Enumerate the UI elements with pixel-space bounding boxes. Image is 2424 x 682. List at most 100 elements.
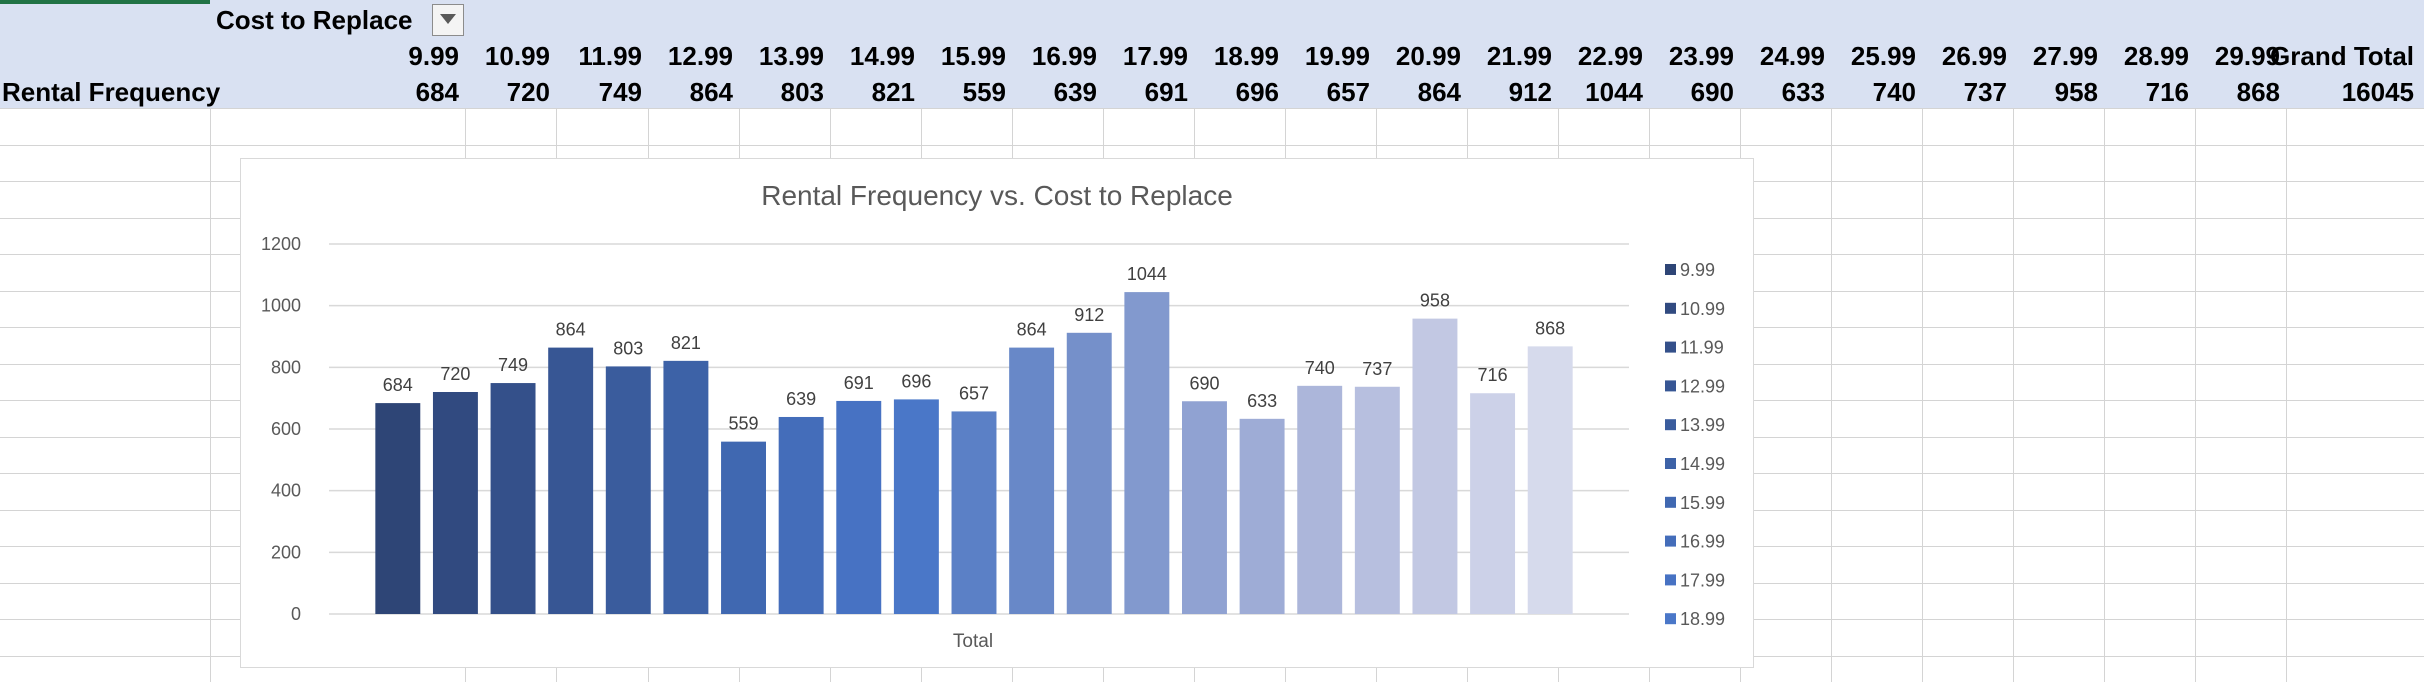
bar-17.99[interactable] — [836, 400, 882, 614]
bar-19.99[interactable] — [951, 411, 997, 614]
pivot-column-header[interactable]: 27.99 — [2032, 41, 2098, 71]
y-tick-label: 0 — [291, 604, 301, 624]
filter-dropdown-button[interactable] — [432, 4, 464, 36]
pivot-column-header[interactable]: 24.99 — [1759, 41, 1825, 71]
pivot-value-cell[interactable]: 633 — [1781, 77, 1825, 107]
y-tick-label: 600 — [271, 419, 301, 439]
pivot-value-cell[interactable]: 864 — [689, 77, 733, 107]
grid-col-line — [210, 108, 211, 682]
legend-entry[interactable]: 18.99 — [1680, 609, 1725, 629]
pivot-value-cell[interactable]: 684 — [415, 77, 459, 107]
grand-total-value[interactable]: 16045 — [2341, 77, 2414, 107]
grand-total-header[interactable]: Grand Total — [2270, 41, 2414, 71]
bar-22.99[interactable] — [1124, 292, 1170, 614]
pivot-column-header[interactable]: 10.99 — [484, 41, 550, 71]
data-label: 864 — [1017, 320, 1047, 340]
legend-entry[interactable]: 13.99 — [1680, 415, 1725, 435]
bar-11.99[interactable] — [490, 383, 536, 614]
pivot-value-cell[interactable]: 657 — [1326, 77, 1370, 107]
legend-swatch — [1665, 458, 1676, 469]
data-label: 696 — [901, 371, 931, 391]
bar-15.99[interactable] — [721, 441, 766, 614]
pivot-value-cell[interactable]: 803 — [780, 77, 824, 107]
pivot-value-cell[interactable]: 720 — [506, 77, 550, 107]
y-tick-label: 800 — [271, 357, 301, 377]
pivot-value-cell[interactable]: 821 — [871, 77, 915, 107]
grid-col-line — [2013, 108, 2014, 682]
bar-chart[interactable]: Rental Frequency vs. Cost to Replace 0 20… — [240, 158, 1754, 668]
pivot-column-header[interactable]: 16.99 — [1031, 41, 1097, 71]
pivot-column-header[interactable]: 13.99 — [758, 41, 824, 71]
pivot-value-cell[interactable]: 740 — [1872, 77, 1916, 107]
bar-24.99[interactable] — [1239, 418, 1285, 614]
bar-13.99[interactable] — [605, 366, 651, 614]
bar-18.99[interactable] — [893, 399, 939, 614]
pivot-column-field-label[interactable]: Cost to Replace — [216, 5, 413, 35]
legend-entry[interactable]: 15.99 — [1680, 493, 1725, 513]
legend-swatch — [1665, 535, 1676, 547]
legend-entry[interactable]: 11.99 — [1680, 338, 1724, 358]
pivot-column-header[interactable]: 19.99 — [1304, 41, 1370, 71]
pivot-value-cell[interactable]: 749 — [598, 77, 642, 107]
pivot-column-header[interactable]: 14.99 — [849, 41, 915, 71]
pivot-column-header[interactable]: 11.99 — [578, 41, 642, 71]
pivot-value-cell[interactable]: 690 — [1690, 77, 1734, 107]
legend-entry[interactable]: 12.99 — [1680, 376, 1725, 396]
pivot-column-header[interactable]: 18.99 — [1213, 41, 1279, 71]
pivot-value-cell[interactable]: 691 — [1144, 77, 1188, 107]
grid-col-line — [1831, 108, 1832, 682]
data-label: 868 — [1535, 318, 1565, 338]
pivot-column-header[interactable]: 20.99 — [1395, 41, 1461, 71]
pivot-column-header[interactable]: 22.99 — [1577, 41, 1643, 71]
bar-16.99[interactable] — [778, 416, 824, 614]
pivot-value-cell[interactable]: 737 — [1963, 77, 2007, 107]
bar-21.99[interactable] — [1066, 332, 1112, 614]
pivot-value-cell[interactable]: 716 — [2145, 77, 2189, 107]
bar-14.99[interactable] — [663, 360, 709, 614]
pivot-row-label[interactable]: Rental Frequency — [2, 77, 221, 107]
pivot-column-header[interactable]: 17.99 — [1122, 41, 1188, 71]
bar-26.99[interactable] — [1354, 386, 1400, 614]
pivot-value-cell[interactable]: 912 — [1508, 77, 1552, 107]
data-label: 821 — [671, 333, 701, 353]
pivot-header-band-2 — [0, 36, 2424, 72]
pivot-column-header[interactable]: 26.99 — [1941, 41, 2007, 71]
legend-entry[interactable]: 14.99 — [1680, 454, 1725, 474]
data-label: 749 — [498, 355, 528, 375]
bar-12.99[interactable] — [548, 347, 594, 614]
legend-entry[interactable]: 10.99 — [1680, 299, 1725, 319]
pivot-column-header[interactable]: 21.99 — [1486, 41, 1552, 71]
bar-9.99[interactable] — [375, 403, 421, 614]
pivot-value-cell[interactable]: 864 — [1417, 77, 1461, 107]
bar-29.99[interactable] — [1527, 346, 1573, 614]
bar-20.99[interactable] — [1009, 347, 1055, 614]
pivot-column-header[interactable]: 15.99 — [940, 41, 1006, 71]
pivot-value-cell[interactable]: 559 — [962, 77, 1006, 107]
legend-entry[interactable]: 16.99 — [1680, 532, 1725, 552]
y-tick-label: 1200 — [261, 234, 301, 254]
grid-col-line — [2104, 108, 2105, 682]
pivot-column-header[interactable]: 25.99 — [1850, 41, 1916, 71]
pivot-value-cell[interactable]: 1044 — [1585, 77, 1643, 107]
bar-27.99[interactable] — [1412, 318, 1458, 614]
pivot-column-header[interactable]: 29.99 — [2214, 41, 2280, 71]
data-label: 559 — [729, 414, 759, 434]
bar-10.99[interactable] — [432, 392, 478, 614]
legend-swatch — [1665, 341, 1676, 353]
bar-23.99[interactable] — [1182, 401, 1227, 614]
pivot-value-cell[interactable]: 696 — [1235, 77, 1279, 107]
pivot-column-header[interactable]: 28.99 — [2123, 41, 2189, 71]
grid-row-line — [0, 145, 2424, 146]
pivot-column-header[interactable]: 12.99 — [667, 41, 733, 71]
pivot-value-cell[interactable]: 868 — [2236, 77, 2280, 107]
pivot-column-header[interactable]: 9.99 — [408, 41, 459, 71]
pivot-column-header[interactable]: 23.99 — [1668, 41, 1734, 71]
pivot-value-cell[interactable]: 639 — [1053, 77, 1097, 107]
legend-entry[interactable]: 17.99 — [1680, 570, 1725, 590]
bar-28.99[interactable] — [1470, 393, 1516, 614]
legend-entry[interactable]: 9.99 — [1680, 260, 1715, 280]
bar-25.99[interactable] — [1297, 385, 1343, 614]
legend-swatch — [1665, 574, 1676, 586]
pivot-value-cell[interactable]: 958 — [2054, 77, 2098, 107]
